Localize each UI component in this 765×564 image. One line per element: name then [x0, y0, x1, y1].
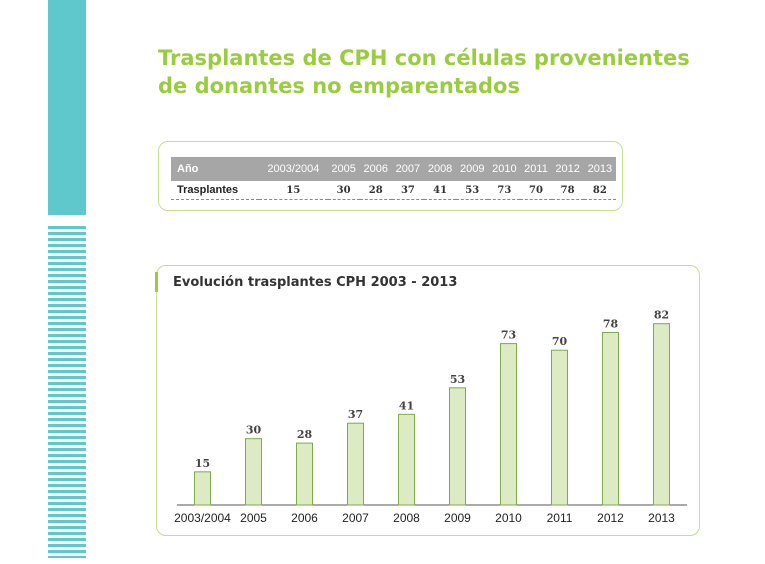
x-tick-label: 2003/2004	[174, 511, 231, 525]
data-label: 28	[297, 428, 313, 441]
table-row-label: Trasplantes	[171, 181, 260, 200]
bar	[347, 422, 364, 506]
x-tick-label: 2009	[444, 511, 471, 525]
table-header-year: 2008	[424, 157, 457, 181]
data-label: 73	[501, 329, 516, 342]
table-header-year: 2003/2004	[259, 157, 328, 181]
table-header-year: 2010	[488, 157, 521, 181]
x-tick-label: 2011	[547, 511, 573, 525]
bar	[551, 349, 568, 506]
data-label: 15	[195, 457, 210, 470]
table-header-year: 2011	[520, 157, 552, 181]
x-tick-label: 2006	[291, 511, 318, 525]
bar	[398, 413, 415, 506]
chart-panel: Evolución trasplantes CPH 2003 - 2013 15…	[155, 265, 700, 536]
data-label: 78	[603, 318, 619, 331]
chart-accent-bar	[155, 272, 158, 292]
x-tick-label: 2005	[240, 511, 267, 525]
decorative-side-stripes	[48, 226, 86, 558]
bar-chart: 15 2003/2004 30 2005 28 2006 37 2007 41 2008 53 200…	[174, 309, 687, 525]
table-cell-value: 53	[456, 181, 489, 200]
chart-title: Evolución trasplantes CPH 2003 - 2013	[173, 275, 458, 290]
x-tick-label: 2013	[648, 511, 675, 525]
table-header-label: Año	[171, 157, 260, 181]
decorative-side-block	[48, 0, 86, 215]
data-label: 30	[246, 424, 262, 437]
table-cell-value: 73	[488, 181, 521, 200]
table-row: Trasplantes 15 30 28 37 41 53 73 70 78 82	[171, 181, 616, 200]
table-cell-value: 30	[327, 181, 360, 200]
bar	[653, 323, 670, 506]
table-header-year: 2012	[551, 157, 584, 181]
table-cell-value: 70	[520, 181, 552, 200]
table-cell-value: 78	[551, 181, 584, 200]
data-label: 37	[348, 408, 363, 421]
data-label: 53	[450, 373, 465, 386]
bar	[296, 442, 313, 506]
table-cell-value: 41	[424, 181, 457, 200]
bar	[602, 332, 619, 506]
bar	[194, 471, 211, 506]
table-header-year: 2007	[391, 157, 424, 181]
table-cell-value: 28	[359, 181, 392, 200]
table-cell-value: 82	[583, 181, 616, 200]
data-table-box: Año 2003/2004 2005 2006 2007 2008 2009 2010 201…	[158, 141, 623, 211]
data-table: Año 2003/2004 2005 2006 2007 2008 2009 2010 201…	[171, 157, 616, 200]
table-header-row: Año 2003/2004 2005 2006 2007 2008 2009 2010 201…	[171, 157, 616, 181]
bar	[500, 343, 517, 506]
x-tick-label: 2012	[597, 511, 624, 525]
table-header-year: 2005	[327, 157, 360, 181]
bar	[449, 387, 466, 506]
bar	[245, 438, 262, 506]
data-label: 41	[399, 399, 414, 412]
table-header-year: 2009	[456, 157, 489, 181]
table-cell-value: 37	[391, 181, 424, 200]
table-header-year: 2006	[359, 157, 392, 181]
table-header-year: 2013	[583, 157, 616, 181]
x-tick-label: 2010	[495, 511, 522, 525]
page-title: Trasplantes de CPH con células provenien…	[158, 46, 690, 98]
data-label: 82	[654, 309, 669, 322]
x-tick-label: 2008	[393, 511, 420, 525]
data-label: 70	[552, 335, 568, 348]
table-cell-value: 15	[259, 181, 328, 200]
x-tick-label: 2007	[342, 511, 369, 525]
